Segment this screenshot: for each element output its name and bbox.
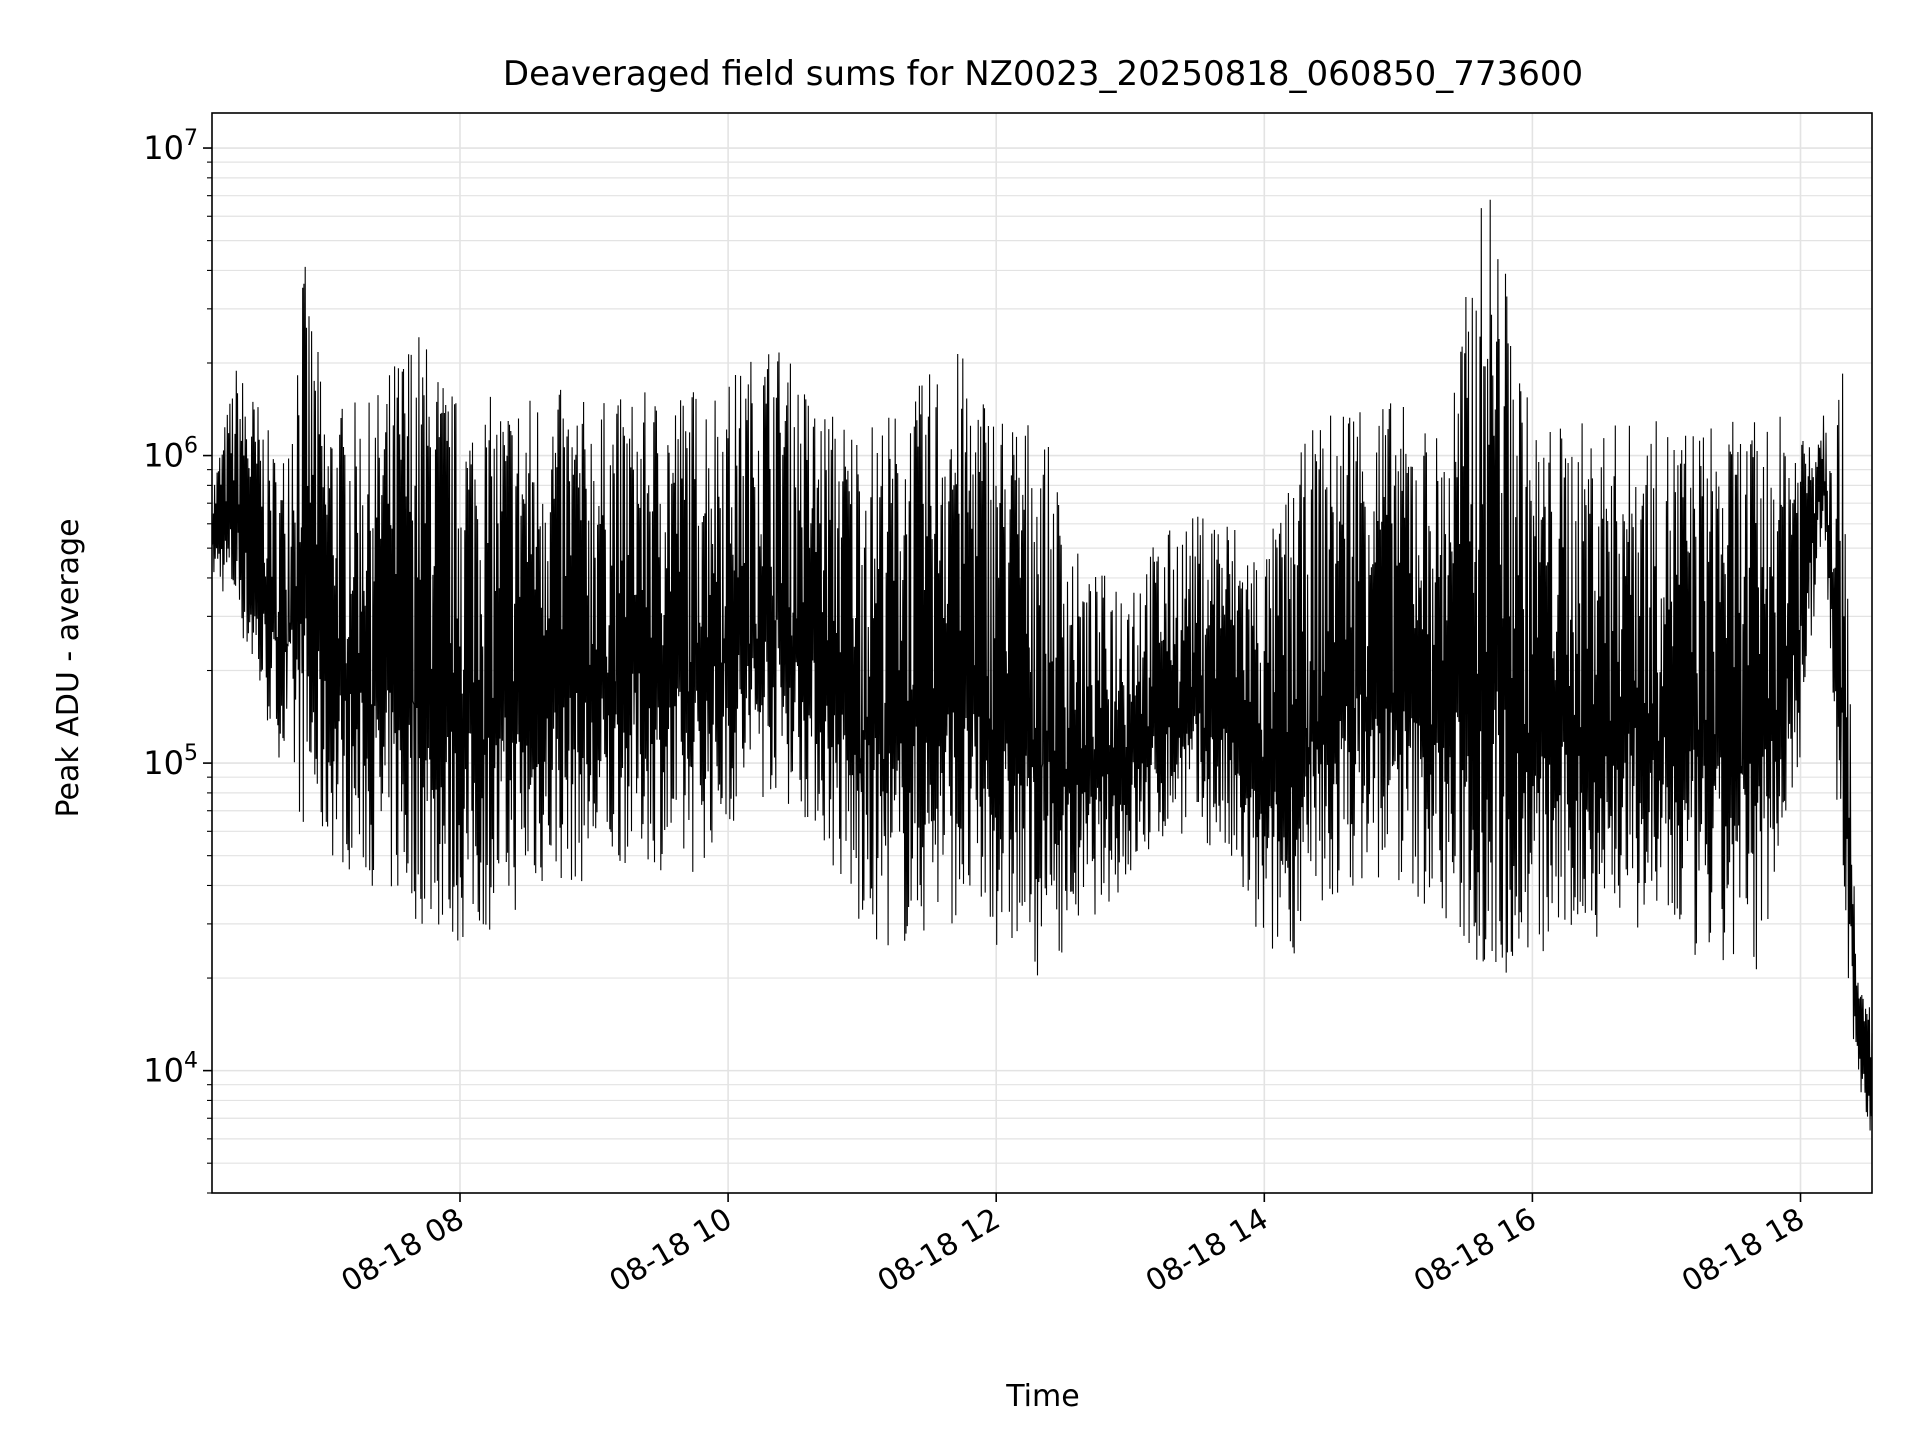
x-tick-label: 08-18 16 bbox=[1408, 1202, 1542, 1300]
y-tick-label: 105 bbox=[143, 741, 198, 782]
x-tick-label: 08-18 10 bbox=[604, 1202, 738, 1300]
plot-frame bbox=[211, 112, 1873, 1194]
y-tick-label: 104 bbox=[143, 1049, 198, 1090]
y-tick-label: 106 bbox=[143, 434, 198, 475]
series-polyline bbox=[211, 199, 1873, 1131]
x-tick-label: 08-18 14 bbox=[1140, 1202, 1274, 1300]
series-line bbox=[211, 199, 1873, 1131]
x-tick-label: 08-18 18 bbox=[1676, 1202, 1810, 1300]
x-tick-label: 08-18 12 bbox=[872, 1202, 1006, 1300]
y-tick-label: 107 bbox=[143, 126, 198, 167]
y-axis-label: Peak ADU - average bbox=[51, 518, 86, 817]
chart-title: Deaveraged field sums for NZ0023_2025081… bbox=[503, 54, 1583, 94]
x-axis-label: Time bbox=[1005, 1379, 1079, 1414]
x-tick-label: 08-18 08 bbox=[336, 1202, 470, 1300]
